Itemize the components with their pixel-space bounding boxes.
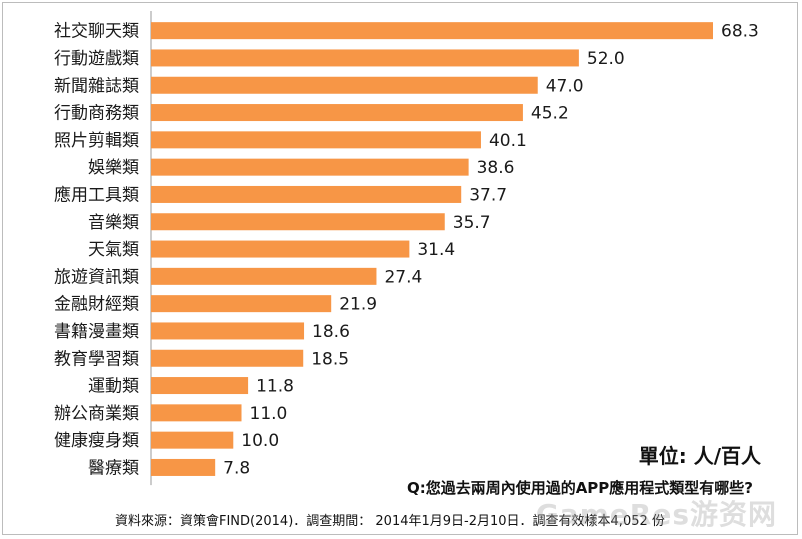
value-label: 10.0 bbox=[241, 431, 279, 451]
bar bbox=[151, 240, 410, 258]
category-label: 醫療類 bbox=[88, 458, 139, 478]
bar bbox=[151, 49, 579, 67]
bar bbox=[151, 349, 304, 367]
value-label: 52.0 bbox=[587, 49, 625, 69]
bar-chart: 社交聊天類 68.3 行動遊戲類 52.0 新聞雜誌類 47.0 行動商務類 45.2 照片剪輯… bbox=[54, 11, 759, 486]
bar bbox=[151, 213, 445, 231]
category-label: 社交聊天類 bbox=[54, 22, 139, 42]
watermark: GameRes游资网 bbox=[535, 498, 777, 531]
value-label: 21.9 bbox=[339, 295, 377, 315]
category-label: 教育學習類 bbox=[54, 349, 139, 369]
value-label: 7.8 bbox=[223, 458, 250, 478]
source-note: 資料來源：資策會FIND(2014)．調查期間： 2014年1月9日-2月10日… bbox=[115, 514, 665, 529]
value-label: 37.7 bbox=[469, 185, 507, 205]
bar bbox=[151, 131, 481, 149]
unit-label: 單位: 人/百人 bbox=[638, 444, 761, 468]
value-label: 45.2 bbox=[531, 104, 569, 124]
category-label: 照片剪輯類 bbox=[54, 131, 139, 151]
category-label: 娛樂類 bbox=[88, 158, 139, 178]
bar bbox=[151, 404, 242, 422]
value-label: 40.1 bbox=[489, 131, 527, 151]
value-label: 11.8 bbox=[256, 377, 294, 397]
bar bbox=[151, 158, 469, 176]
bar bbox=[151, 295, 332, 313]
value-label: 18.5 bbox=[311, 349, 349, 369]
category-label: 行動商務類 bbox=[54, 104, 139, 124]
value-label: 31.4 bbox=[417, 240, 455, 260]
bar bbox=[151, 22, 713, 40]
category-label: 應用工具類 bbox=[54, 184, 139, 205]
category-label: 健康瘦身類 bbox=[54, 431, 139, 451]
value-label: 27.4 bbox=[384, 267, 422, 287]
bar bbox=[151, 185, 462, 203]
value-label: 35.7 bbox=[453, 213, 491, 233]
value-label: 68.3 bbox=[721, 22, 759, 42]
bar bbox=[151, 431, 234, 449]
bar bbox=[151, 104, 523, 122]
value-label: 11.0 bbox=[250, 404, 288, 424]
bar bbox=[151, 458, 216, 476]
value-label: 38.6 bbox=[477, 158, 515, 178]
category-label: 行動遊戲類 bbox=[54, 49, 139, 69]
category-label: 辦公商業類 bbox=[54, 404, 139, 424]
bar bbox=[151, 267, 377, 285]
value-label: 18.6 bbox=[312, 322, 350, 342]
value-label: 47.0 bbox=[546, 76, 584, 96]
category-label: 金融財經類 bbox=[54, 295, 139, 315]
category-label: 新聞雜誌類 bbox=[54, 76, 139, 96]
category-label: 天氣類 bbox=[88, 240, 139, 260]
category-label: 旅遊資訊類 bbox=[54, 267, 139, 287]
bar bbox=[151, 322, 305, 340]
survey-question: Q:您過去兩周內使用過的APP應用程式類型有哪些? bbox=[406, 479, 753, 497]
bar bbox=[151, 377, 249, 395]
category-label: 書籍漫畫類 bbox=[54, 322, 139, 342]
bar bbox=[151, 76, 538, 94]
category-label: 音樂類 bbox=[88, 213, 139, 233]
category-label: 運動類 bbox=[88, 377, 139, 397]
